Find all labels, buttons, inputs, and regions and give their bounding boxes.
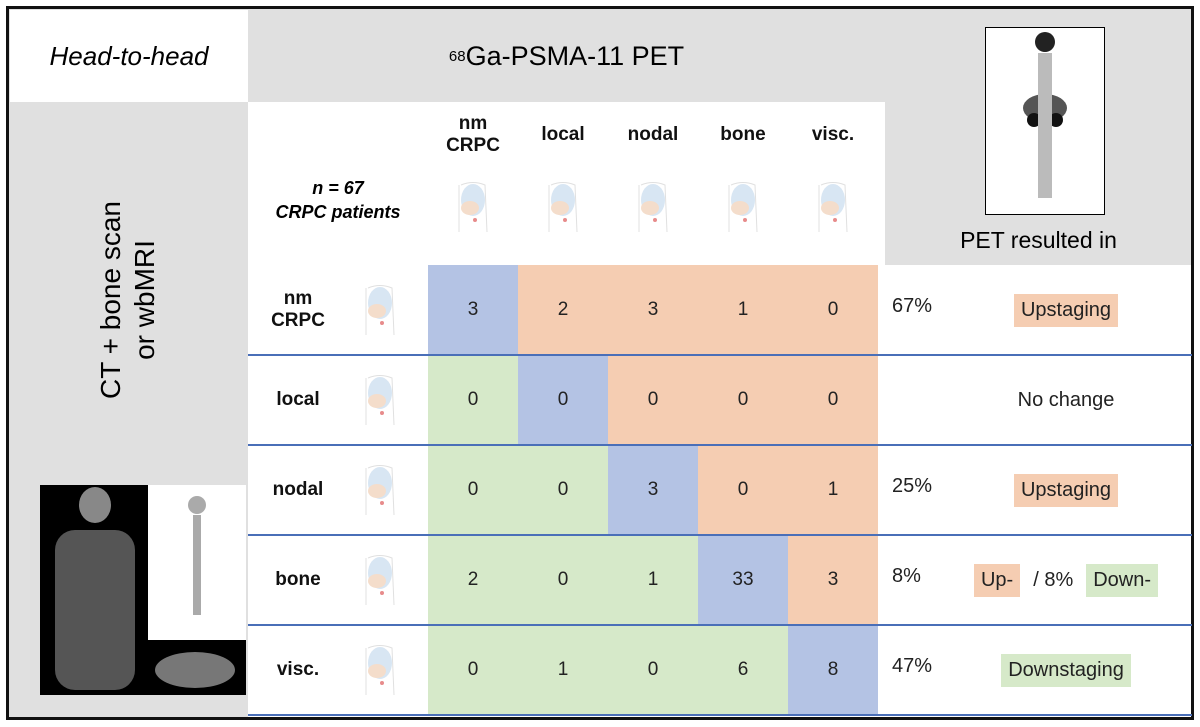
row-separator	[248, 624, 1192, 626]
row-separator	[248, 714, 1192, 716]
row-header-line: nm	[283, 288, 313, 309]
cell: 0	[518, 445, 608, 535]
pet-header: 68 Ga-PSMA-11 PET	[248, 10, 885, 102]
row-header: bone	[248, 535, 348, 625]
cohort-label: CRPC patients	[275, 202, 401, 222]
pet-mip	[1023, 32, 1067, 198]
column-icon	[723, 180, 763, 235]
cell: 0	[788, 355, 878, 445]
cell: 3	[608, 445, 698, 535]
column-icon	[813, 180, 853, 235]
column-icon	[453, 180, 493, 235]
column-header: bone	[698, 110, 788, 160]
row-header: nodal	[248, 445, 348, 535]
outcome: No change	[940, 355, 1192, 445]
pet-image	[985, 27, 1105, 215]
row-header: visc.	[248, 625, 348, 715]
column-header: nm CRPC	[428, 110, 518, 160]
row-icon	[360, 463, 400, 518]
column-header-line: local	[541, 124, 585, 145]
outcome-label: Downstaging	[1001, 653, 1131, 687]
row-icon	[360, 643, 400, 698]
cohort: n = 67 CRPC patients	[248, 170, 428, 230]
row-separator	[248, 354, 1192, 356]
percent: 25%	[892, 475, 933, 497]
cell: 3	[788, 535, 878, 625]
mri-image	[40, 485, 246, 695]
cell: 2	[428, 535, 518, 625]
cell: 0	[698, 355, 788, 445]
outcome-label: Down-	[1086, 563, 1159, 597]
cell: 3	[428, 265, 518, 355]
column-icon	[543, 180, 583, 235]
cell: 0	[428, 355, 518, 445]
column-header-line: nm	[458, 113, 488, 134]
row-icon	[360, 553, 400, 608]
row-header-line: bone	[275, 569, 321, 590]
outcome: Up- / 8% Down-	[940, 535, 1192, 625]
cell: 0	[428, 625, 518, 715]
corner-label: Head-to-head	[10, 10, 248, 102]
outcome-header: PET resulted in	[960, 226, 1117, 253]
cohort-n: n = 67	[312, 178, 364, 198]
outcome-label: Upstaging	[1013, 473, 1119, 507]
cell: 8	[788, 625, 878, 715]
cell: 1	[608, 535, 698, 625]
row-header: local	[248, 355, 348, 445]
cell: 2	[518, 265, 608, 355]
frame	[6, 6, 1194, 720]
row-header-line: CRPC	[271, 310, 325, 331]
cell: 33	[698, 535, 788, 625]
row-header-line: local	[276, 389, 320, 410]
outcome-label: Upstaging	[1013, 293, 1119, 327]
column-header: visc.	[788, 110, 878, 160]
outcome: Upstaging	[940, 265, 1192, 355]
cell: 0	[608, 625, 698, 715]
cell: 1	[518, 625, 608, 715]
column-icon	[633, 180, 673, 235]
cell: 0	[518, 535, 608, 625]
column-header-line: bone	[720, 124, 766, 145]
cell: 1	[698, 265, 788, 355]
row-icon	[360, 283, 400, 338]
cell: 0	[518, 355, 608, 445]
cell: 1	[788, 445, 878, 535]
row-header: nm CRPC	[248, 265, 348, 355]
mri-drawing	[55, 487, 235, 690]
column-header-line: visc.	[811, 124, 855, 145]
pet-label: Ga-PSMA-11 PET	[465, 40, 685, 71]
cell: 0	[788, 265, 878, 355]
percent: 67%	[892, 295, 933, 317]
outcome-label: Up-	[973, 563, 1021, 597]
row-header-line: nodal	[272, 479, 324, 500]
cell: 0	[608, 355, 698, 445]
outcome-label: No change	[1017, 388, 1115, 411]
row-icon	[360, 373, 400, 428]
column-header: local	[518, 110, 608, 160]
cell: 6	[698, 625, 788, 715]
row-header-line: visc.	[276, 659, 320, 680]
outcome: Upstaging	[940, 445, 1192, 535]
outcome: Downstaging	[940, 625, 1192, 715]
column-header: nodal	[608, 110, 698, 160]
cell: 3	[608, 265, 698, 355]
row-separator	[248, 534, 1192, 536]
cell: 0	[428, 445, 518, 535]
percent: 47%	[892, 655, 933, 677]
cell: 0	[698, 445, 788, 535]
row-separator	[248, 444, 1192, 446]
isotope: 68	[448, 47, 466, 65]
column-header-line: CRPC	[446, 135, 500, 156]
outcome-label: / 8%	[1033, 568, 1074, 591]
column-header-line: nodal	[627, 124, 679, 145]
percent: 8%	[892, 565, 921, 587]
